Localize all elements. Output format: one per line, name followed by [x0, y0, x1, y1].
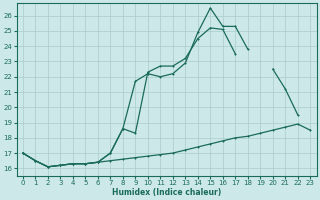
X-axis label: Humidex (Indice chaleur): Humidex (Indice chaleur)	[112, 188, 221, 197]
